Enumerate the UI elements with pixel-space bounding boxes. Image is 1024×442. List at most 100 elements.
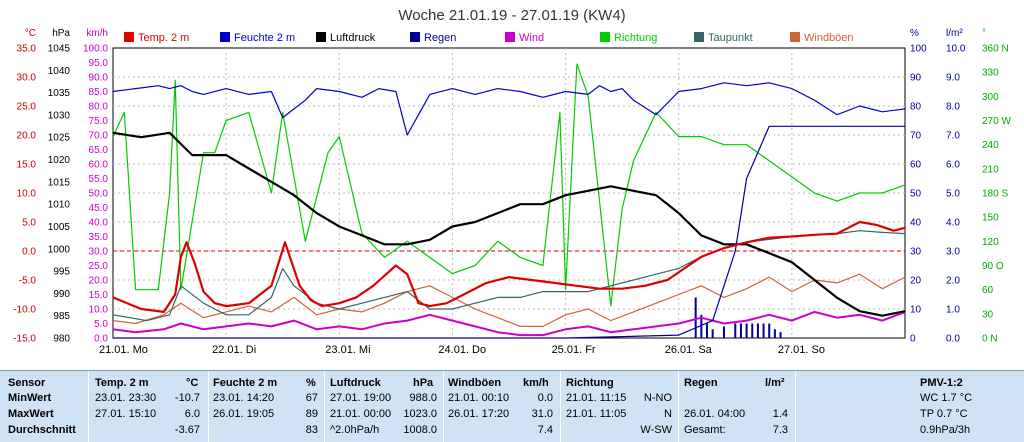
rain-bar [751,323,754,338]
pmv-tp: TP 0.7 °C [920,408,968,420]
pmv-wc: WC 1.7 °C [920,392,973,404]
rain-bar [756,323,759,338]
row-label-avg: Durchschnitt [8,424,76,436]
axis-tick-left: 1045 [48,44,71,55]
max-wb-time: 26.01. 17:20 [448,408,510,420]
axis-tick-right: 210 [982,164,999,175]
axis-tick-left: 75.0 [89,116,109,127]
axis-tick-left: 1000 [48,244,71,255]
legend-swatch [694,32,704,42]
rain-bar [694,297,697,338]
axis-tick-left: 0.0 [94,334,108,345]
chart-title: Woche 21.01.19 - 27.01.19 (KW4) [398,7,625,24]
axis-tick-left: 5.0 [94,319,108,330]
series-line [112,82,906,136]
col-luftdruck: Luftdruck [330,377,381,389]
rain-bar [700,314,703,338]
legend-swatch [600,32,610,42]
series-line [112,310,906,337]
legend-label: Feuchte 2 m [234,32,295,44]
col-feuchte-unit: % [306,377,316,389]
axis-tick-right: 7.0 [946,131,960,142]
rain-bar [739,323,742,338]
axis-tick-right: 90 [910,73,922,84]
axis-tick-left: 30.0 [17,73,37,84]
max-temp-time: 27.01. 15:10 [95,408,157,420]
series-line [112,131,906,317]
axis-tick-left: 1005 [48,222,71,233]
axis-tick-left: 995 [53,267,70,278]
axis-tick-left: 1020 [48,155,71,166]
axis-unit-right: ° [982,28,986,39]
avg-temp-val: -3.67 [174,424,200,436]
rain-bar [762,323,765,338]
axis-tick-left: 45.0 [89,203,109,214]
axis-tick-left: 1030 [48,110,71,121]
col-feuchte: Feuchte 2 m [213,377,278,389]
series-line [112,220,906,313]
axis-tick-right: 30 [910,247,922,258]
legend-swatch [410,32,420,42]
min-feuchte-time: 23.01. 14:20 [213,392,275,404]
axis-tick-left: 40.0 [89,218,109,229]
rain-bar [745,323,748,338]
axis-tick-right: 40 [910,218,922,229]
min-temp-time: 23.01. 23:30 [95,392,157,404]
axis-tick-left: 80.0 [89,102,109,113]
axis-tick-right: 270 W [982,116,1011,127]
axis-tick-right: 80 [910,102,922,113]
axis-tick-left: -5.0 [19,276,37,287]
col-temp: Temp. 2 m [95,377,149,389]
axis-tick-left: 95.0 [89,58,109,69]
rain-bar [734,323,737,338]
axis-tick-right: 0 N [982,334,998,345]
legend-label: Richtung [614,32,657,44]
col-regen: Regen [684,377,718,389]
axis-tick-right: 1.0 [946,305,960,316]
legend-label: Luftdruck [330,32,376,44]
avg-wb-val: 7.4 [537,424,553,436]
rain-bar [706,323,708,338]
axis-tick-left: 35.0 [89,232,109,243]
axis-tick-right: 30 [982,309,994,320]
axis-tick-left: 15.0 [17,160,37,171]
axis-tick-left: 1040 [48,66,71,77]
max-temp-val: 6.0 [184,408,200,420]
axis-tick-right: 50 [910,189,922,200]
axis-tick-left: 5.0 [22,218,36,229]
axis-tick-left: 1010 [48,200,71,211]
axis-unit-left: hPa [52,28,70,39]
axis-unit-left: km/h [86,28,108,39]
row-label-max: MaxWert [8,408,54,420]
x-tick-label: 22.01. Di [212,344,256,356]
axis-tick-left: 25.0 [17,102,37,113]
axis-tick-right: 8.0 [946,102,960,113]
col-luftdruck-unit: hPa [413,377,434,389]
legend-swatch [220,32,230,42]
avg-feuchte-val: 83 [305,424,318,436]
max-luft-time: 21.01. 00:00 [330,408,392,420]
avg-luft-val: 1008.0 [403,424,437,436]
rain-bar [768,323,771,338]
axis-tick-right: 300 [982,92,999,103]
axis-tick-left: 0.0 [22,247,36,258]
weather-chart: Woche 21.01.19 - 27.01.19 (KW4) Temp. 2 … [13,7,1012,356]
avg-luft-trend: ^2.0hPa/h [330,424,380,436]
axis-tick-left: 1035 [48,88,71,99]
axis-tick-right: 20 [910,276,922,287]
max-re-time: 26.01. 04:00 [684,408,746,420]
x-tick-label: 25.01. Fr [552,344,596,356]
axis-tick-left: 980 [53,334,70,345]
x-tick-label: 24.01. Do [438,344,486,356]
col-pmv: PMV-1:2 [920,377,963,389]
axis-tick-right: 5.0 [946,189,960,200]
axis-unit-right: l/m² [946,28,963,39]
total-re-val: 7.3 [772,424,788,436]
max-ri-time: 21.01. 11:05 [566,408,627,420]
row-label-min: MinWert [8,392,52,404]
axis-tick-left: 50.0 [89,189,109,200]
axis-tick-right: 0.0 [946,334,960,345]
plot-area [112,63,906,339]
rain-bar [711,329,714,338]
rain-bar [722,326,725,338]
